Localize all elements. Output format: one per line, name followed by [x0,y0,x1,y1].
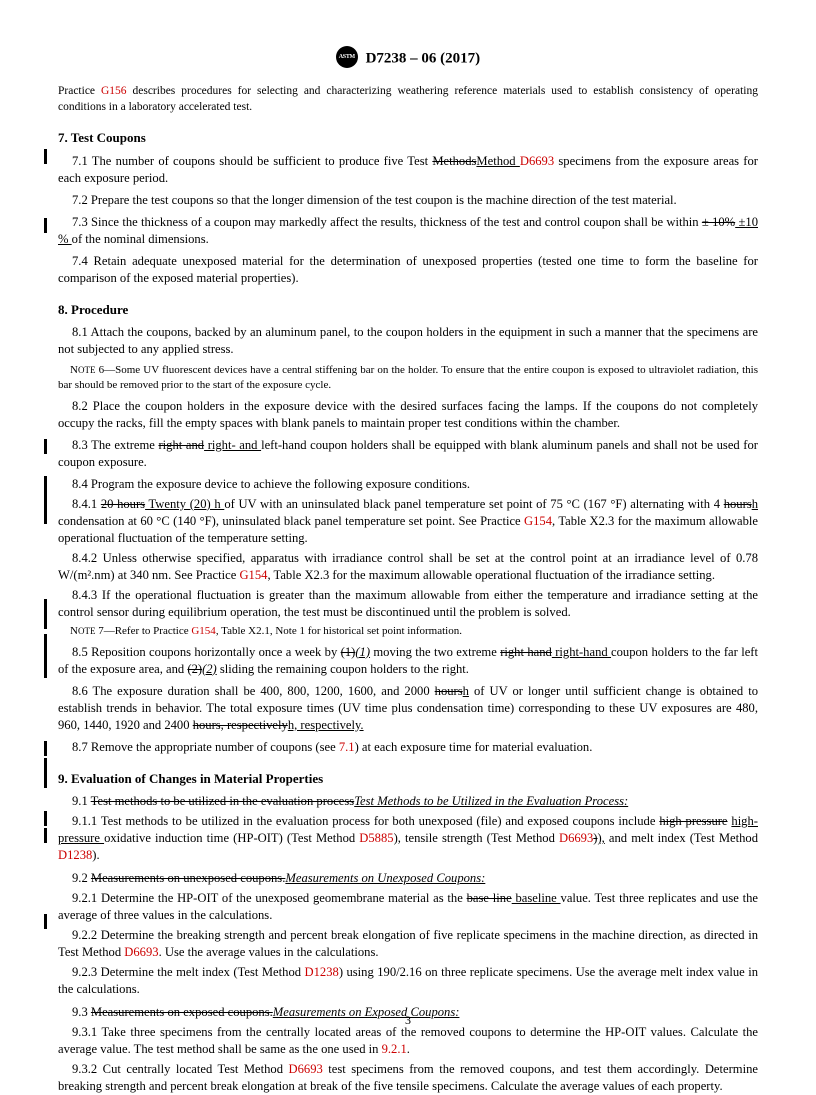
note-7: NOTE 7—Refer to Practice G154, Table X2.… [58,624,758,639]
para-8-2: 8.2 Place the coupon holders in the expo… [58,398,758,432]
para-9-2-2: 9.2.2 Determine the breaking strength an… [58,927,758,961]
link-7-1[interactable]: 7.1 [339,740,355,754]
para-9-2-3: 9.2.3 Determine the melt index (Test Met… [58,964,758,998]
para-8-4-1: 8.4.1 20 hours Twenty (20) h of UV with … [58,496,758,547]
section-8-title: 8. Procedure [58,301,758,319]
para-7-2: 7.2 Prepare the test coupons so that the… [58,192,758,209]
link-d5885[interactable]: D5885 [359,831,393,845]
para-9-3-2: 9.3.2 Cut centrally located Test Method … [58,1061,758,1095]
change-bar [44,758,47,788]
para-9-2: 9.2 Measurements on unexposed coupons.Me… [58,870,758,887]
change-bar [44,439,47,454]
link-d6693-b[interactable]: D6693 [559,831,593,845]
para-7-4: 7.4 Retain adequate unexposed material f… [58,253,758,287]
change-bar [44,476,47,524]
para-8-4: 8.4 Program the exposure device to achie… [58,476,758,493]
para-7-1: 7.1 The number of coupons should be suff… [58,153,758,187]
link-d6693-d[interactable]: D6693 [289,1062,323,1076]
change-bar [44,811,47,826]
para-9-1: 9.1 Test methods to be utilized in the e… [58,793,758,810]
para-8-4-3: 8.4.3 If the operational fluctuation is … [58,587,758,621]
link-g154-b[interactable]: G154 [239,568,267,582]
para-8-3: 8.3 The extreme right and right- and lef… [58,437,758,471]
para-8-5: 8.5 Reposition coupons horizontally once… [58,644,758,678]
change-bar [44,599,47,629]
page-number: 3 [405,1012,411,1028]
link-d6693-c[interactable]: D6693 [124,945,158,959]
change-bar [44,741,47,756]
para-7-3: 7.3 Since the thickness of a coupon may … [58,214,758,248]
doc-header: D7238 – 06 (2017) [58,48,758,70]
para-8-7: 8.7 Remove the appropriate number of cou… [58,739,758,756]
link-g156[interactable]: G156 [101,85,127,97]
link-9-2-1[interactable]: 9.2.1 [382,1042,407,1056]
standard-number: D7238 – 06 (2017) [366,50,481,66]
intro-text: Practice G156 describes procedures for s… [58,84,758,115]
para-9-3-1: 9.3.1 Take three specimens from the cent… [58,1024,758,1058]
change-bar [44,149,47,164]
link-d1238[interactable]: D1238 [58,848,92,862]
para-8-1: 8.1 Attach the coupons, backed by an alu… [58,324,758,358]
change-bar [44,828,47,843]
astm-logo [336,46,358,68]
note-6: NOTE 6—Some UV fluorescent devices have … [58,363,758,393]
section-7-title: 7. Test Coupons [58,129,758,147]
para-9-1-1: 9.1.1 Test methods to be utilized in the… [58,813,758,864]
link-d1238-b[interactable]: D1238 [305,965,339,979]
change-bar [44,634,47,678]
section-9-title: 9. Evaluation of Changes in Material Pro… [58,770,758,788]
link-g154-c[interactable]: G154 [191,625,215,637]
change-bar [44,218,47,233]
para-9-2-1: 9.2.1 Determine the HP-OIT of the unexpo… [58,890,758,924]
para-8-6: 8.6 The exposure duration shall be 400, … [58,683,758,734]
link-d6693[interactable]: D6693 [520,154,554,168]
change-bar [44,914,47,929]
link-g154-a[interactable]: G154 [524,514,552,528]
para-8-4-2: 8.4.2 Unless otherwise specified, appara… [58,550,758,584]
